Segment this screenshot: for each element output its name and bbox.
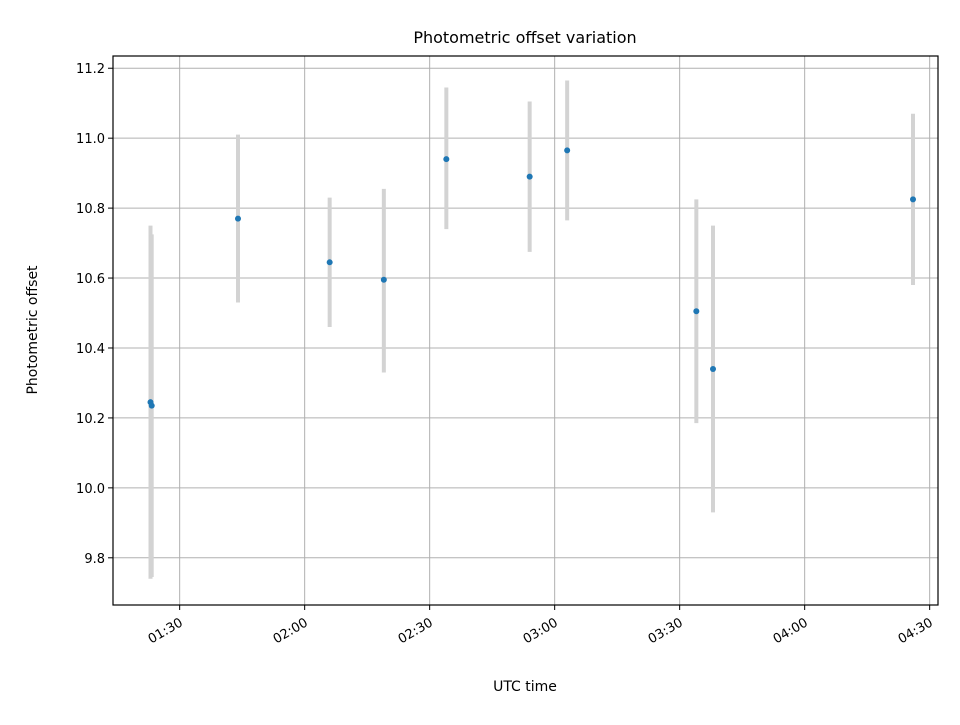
point-layer bbox=[147, 147, 916, 409]
data-point bbox=[564, 147, 571, 154]
y-tick-label: 10.4 bbox=[76, 342, 105, 357]
chart-title: Photometric offset variation bbox=[413, 28, 636, 47]
data-point bbox=[710, 365, 716, 372]
data-point bbox=[326, 259, 333, 266]
y-tick-label: 10.0 bbox=[76, 482, 105, 497]
plot-frame bbox=[112, 55, 939, 606]
y-tick-label: 10.6 bbox=[76, 272, 105, 287]
data-point bbox=[910, 196, 916, 203]
grid-layer bbox=[113, 56, 938, 605]
y-tick-label: 9.8 bbox=[84, 552, 105, 567]
data-point bbox=[148, 402, 155, 409]
y-tick-label: 11.0 bbox=[76, 132, 105, 147]
y-tick-label: 11.2 bbox=[76, 62, 105, 77]
x-axis-label: UTC time bbox=[493, 679, 557, 695]
data-point bbox=[443, 156, 450, 163]
data-point bbox=[235, 215, 241, 222]
data-point bbox=[693, 308, 700, 315]
y-axis-label: Photometric offset bbox=[25, 265, 41, 395]
y-tick-label: 10.2 bbox=[76, 412, 105, 427]
y-axis-ticks: 9.8 10.0 10.2 10.4 10.6 10.8 11.0 11.2 bbox=[76, 62, 113, 567]
data-point bbox=[380, 276, 387, 283]
data-point bbox=[526, 173, 533, 180]
y-tick-label: 10.8 bbox=[76, 202, 105, 217]
